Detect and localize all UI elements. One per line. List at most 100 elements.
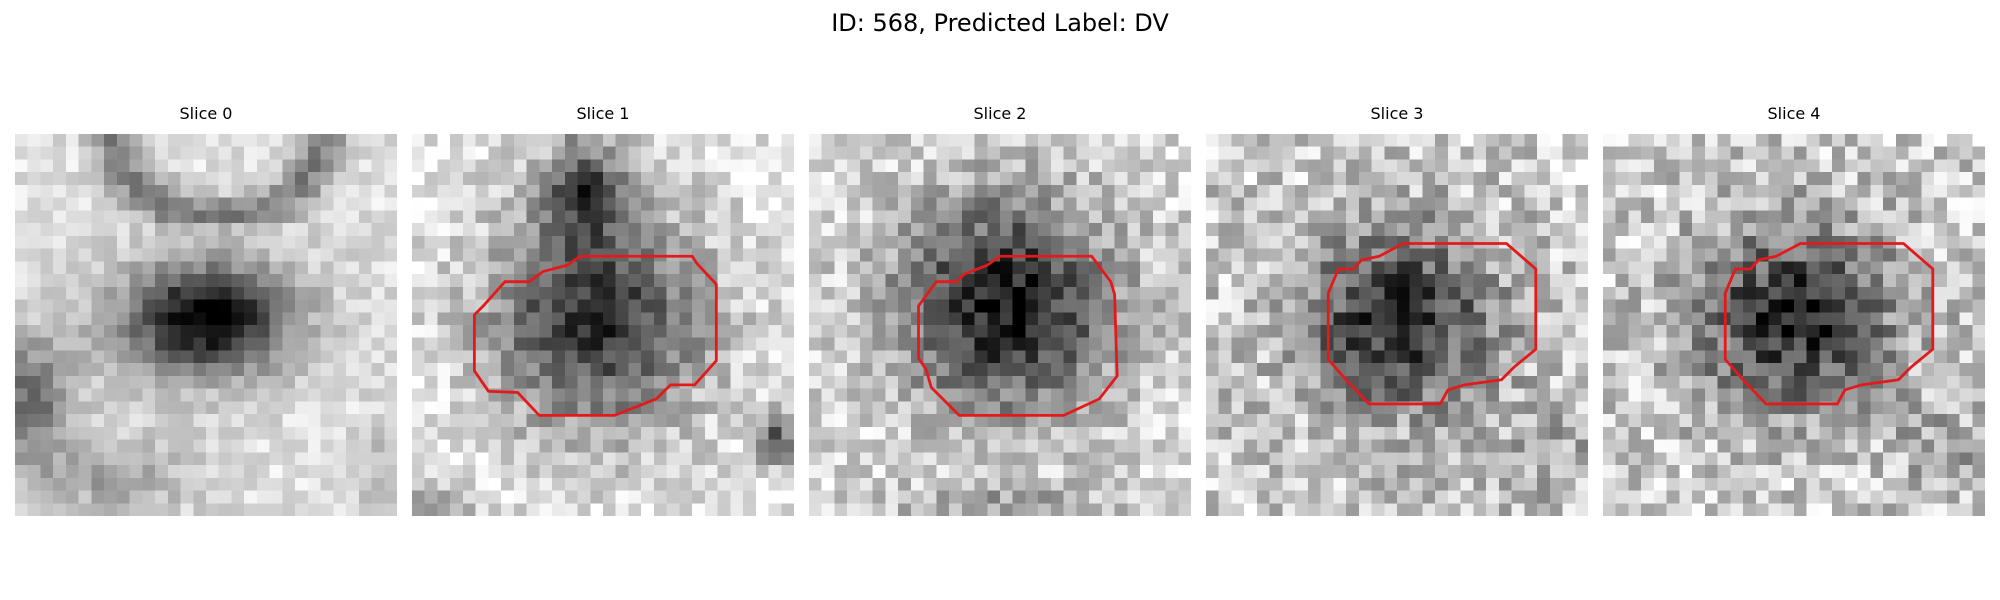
image-pixel	[155, 452, 169, 466]
image-pixel	[1114, 184, 1128, 198]
image-pixel	[1653, 312, 1667, 326]
image-pixel	[1000, 235, 1013, 249]
image-pixel	[1152, 490, 1166, 504]
image-pixel	[1883, 388, 1897, 402]
image-pixel	[1755, 210, 1769, 224]
image-pixel	[91, 184, 105, 198]
image-pixel	[859, 465, 873, 479]
image-pixel	[1666, 184, 1680, 198]
image-pixel	[307, 299, 321, 313]
image-pixel	[781, 426, 794, 440]
image-pixel	[116, 401, 130, 415]
image-pixel	[27, 299, 41, 313]
image-pixel	[1025, 286, 1039, 300]
image-pixel	[1447, 414, 1461, 428]
image-pixel	[488, 210, 502, 224]
image-pixel	[320, 414, 334, 428]
image-pixel	[1000, 490, 1013, 504]
image-pixel	[577, 401, 591, 415]
image-pixel	[1679, 375, 1693, 389]
image-pixel	[910, 274, 924, 288]
image-pixel	[1755, 184, 1769, 198]
image-pixel	[974, 375, 988, 389]
image-pixel	[424, 261, 438, 275]
image-pixel	[653, 337, 667, 351]
image-pixel	[1012, 286, 1026, 300]
image-pixel	[1908, 490, 1922, 504]
image-pixel	[346, 477, 360, 491]
image-pixel	[1908, 235, 1922, 249]
image-pixel	[539, 223, 553, 237]
image-pixel	[501, 490, 515, 504]
image-pixel	[1603, 401, 1616, 415]
image-pixel	[603, 477, 616, 491]
image-pixel	[384, 363, 397, 377]
image-pixel	[437, 312, 451, 326]
image-pixel	[961, 172, 975, 186]
image-pixel	[358, 286, 372, 300]
image-pixel	[1755, 337, 1769, 351]
image-pixel	[1946, 375, 1960, 389]
image-pixel	[450, 465, 464, 479]
image-pixel	[628, 261, 642, 275]
image-pixel	[78, 197, 92, 211]
slice-title-0: Slice 0	[179, 104, 233, 123]
image-pixel	[872, 477, 886, 491]
image-pixel	[859, 414, 873, 428]
image-pixel	[15, 184, 28, 198]
image-pixel	[1498, 274, 1512, 288]
image-pixel	[1038, 274, 1052, 288]
image-pixel	[1511, 465, 1525, 479]
image-pixel	[1320, 401, 1334, 415]
image-pixel	[1806, 388, 1820, 402]
image-pixel	[244, 388, 258, 402]
image-pixel	[821, 184, 835, 198]
image-pixel	[475, 414, 489, 428]
image-pixel	[936, 248, 950, 262]
image-pixel	[116, 210, 130, 224]
image-pixel	[717, 503, 731, 516]
image-pixel	[1704, 223, 1718, 237]
image-pixel	[1346, 172, 1360, 186]
image-pixel	[628, 426, 642, 440]
image-pixel	[104, 375, 118, 389]
image-pixel	[1012, 134, 1026, 147]
image-pixel	[653, 452, 667, 466]
image-pixel	[1934, 210, 1948, 224]
image-pixel	[872, 159, 886, 173]
image-pixel	[577, 426, 591, 440]
image-pixel	[1346, 312, 1360, 326]
image-pixel	[307, 274, 321, 288]
image-pixel	[821, 235, 835, 249]
image-pixel	[1844, 363, 1858, 377]
image-pixel	[641, 477, 655, 491]
image-pixel	[27, 350, 41, 364]
image-pixel	[1603, 146, 1616, 160]
image-pixel	[898, 134, 912, 147]
image-pixel	[1140, 350, 1154, 364]
image-pixel	[1076, 363, 1090, 377]
image-pixel	[78, 388, 92, 402]
image-pixel	[1934, 312, 1948, 326]
image-pixel	[1844, 299, 1858, 313]
image-pixel	[539, 452, 553, 466]
image-pixel	[1063, 350, 1077, 364]
image-pixel	[679, 235, 693, 249]
image-pixel	[1524, 210, 1538, 224]
image-pixel	[885, 490, 899, 504]
image-pixel	[1603, 172, 1616, 186]
image-pixel	[1908, 299, 1922, 313]
image-pixel	[1870, 172, 1884, 186]
image-pixel	[704, 414, 718, 428]
image-pixel	[501, 503, 515, 516]
image-pixel	[155, 274, 169, 288]
image-pixel	[1320, 223, 1334, 237]
image-pixel	[768, 159, 782, 173]
image-pixel	[1127, 414, 1141, 428]
image-pixel	[78, 210, 92, 224]
image-pixel	[526, 465, 540, 479]
image-pixel	[282, 146, 296, 160]
image-pixel	[437, 452, 451, 466]
image-pixel	[1358, 337, 1372, 351]
image-pixel	[412, 197, 425, 211]
